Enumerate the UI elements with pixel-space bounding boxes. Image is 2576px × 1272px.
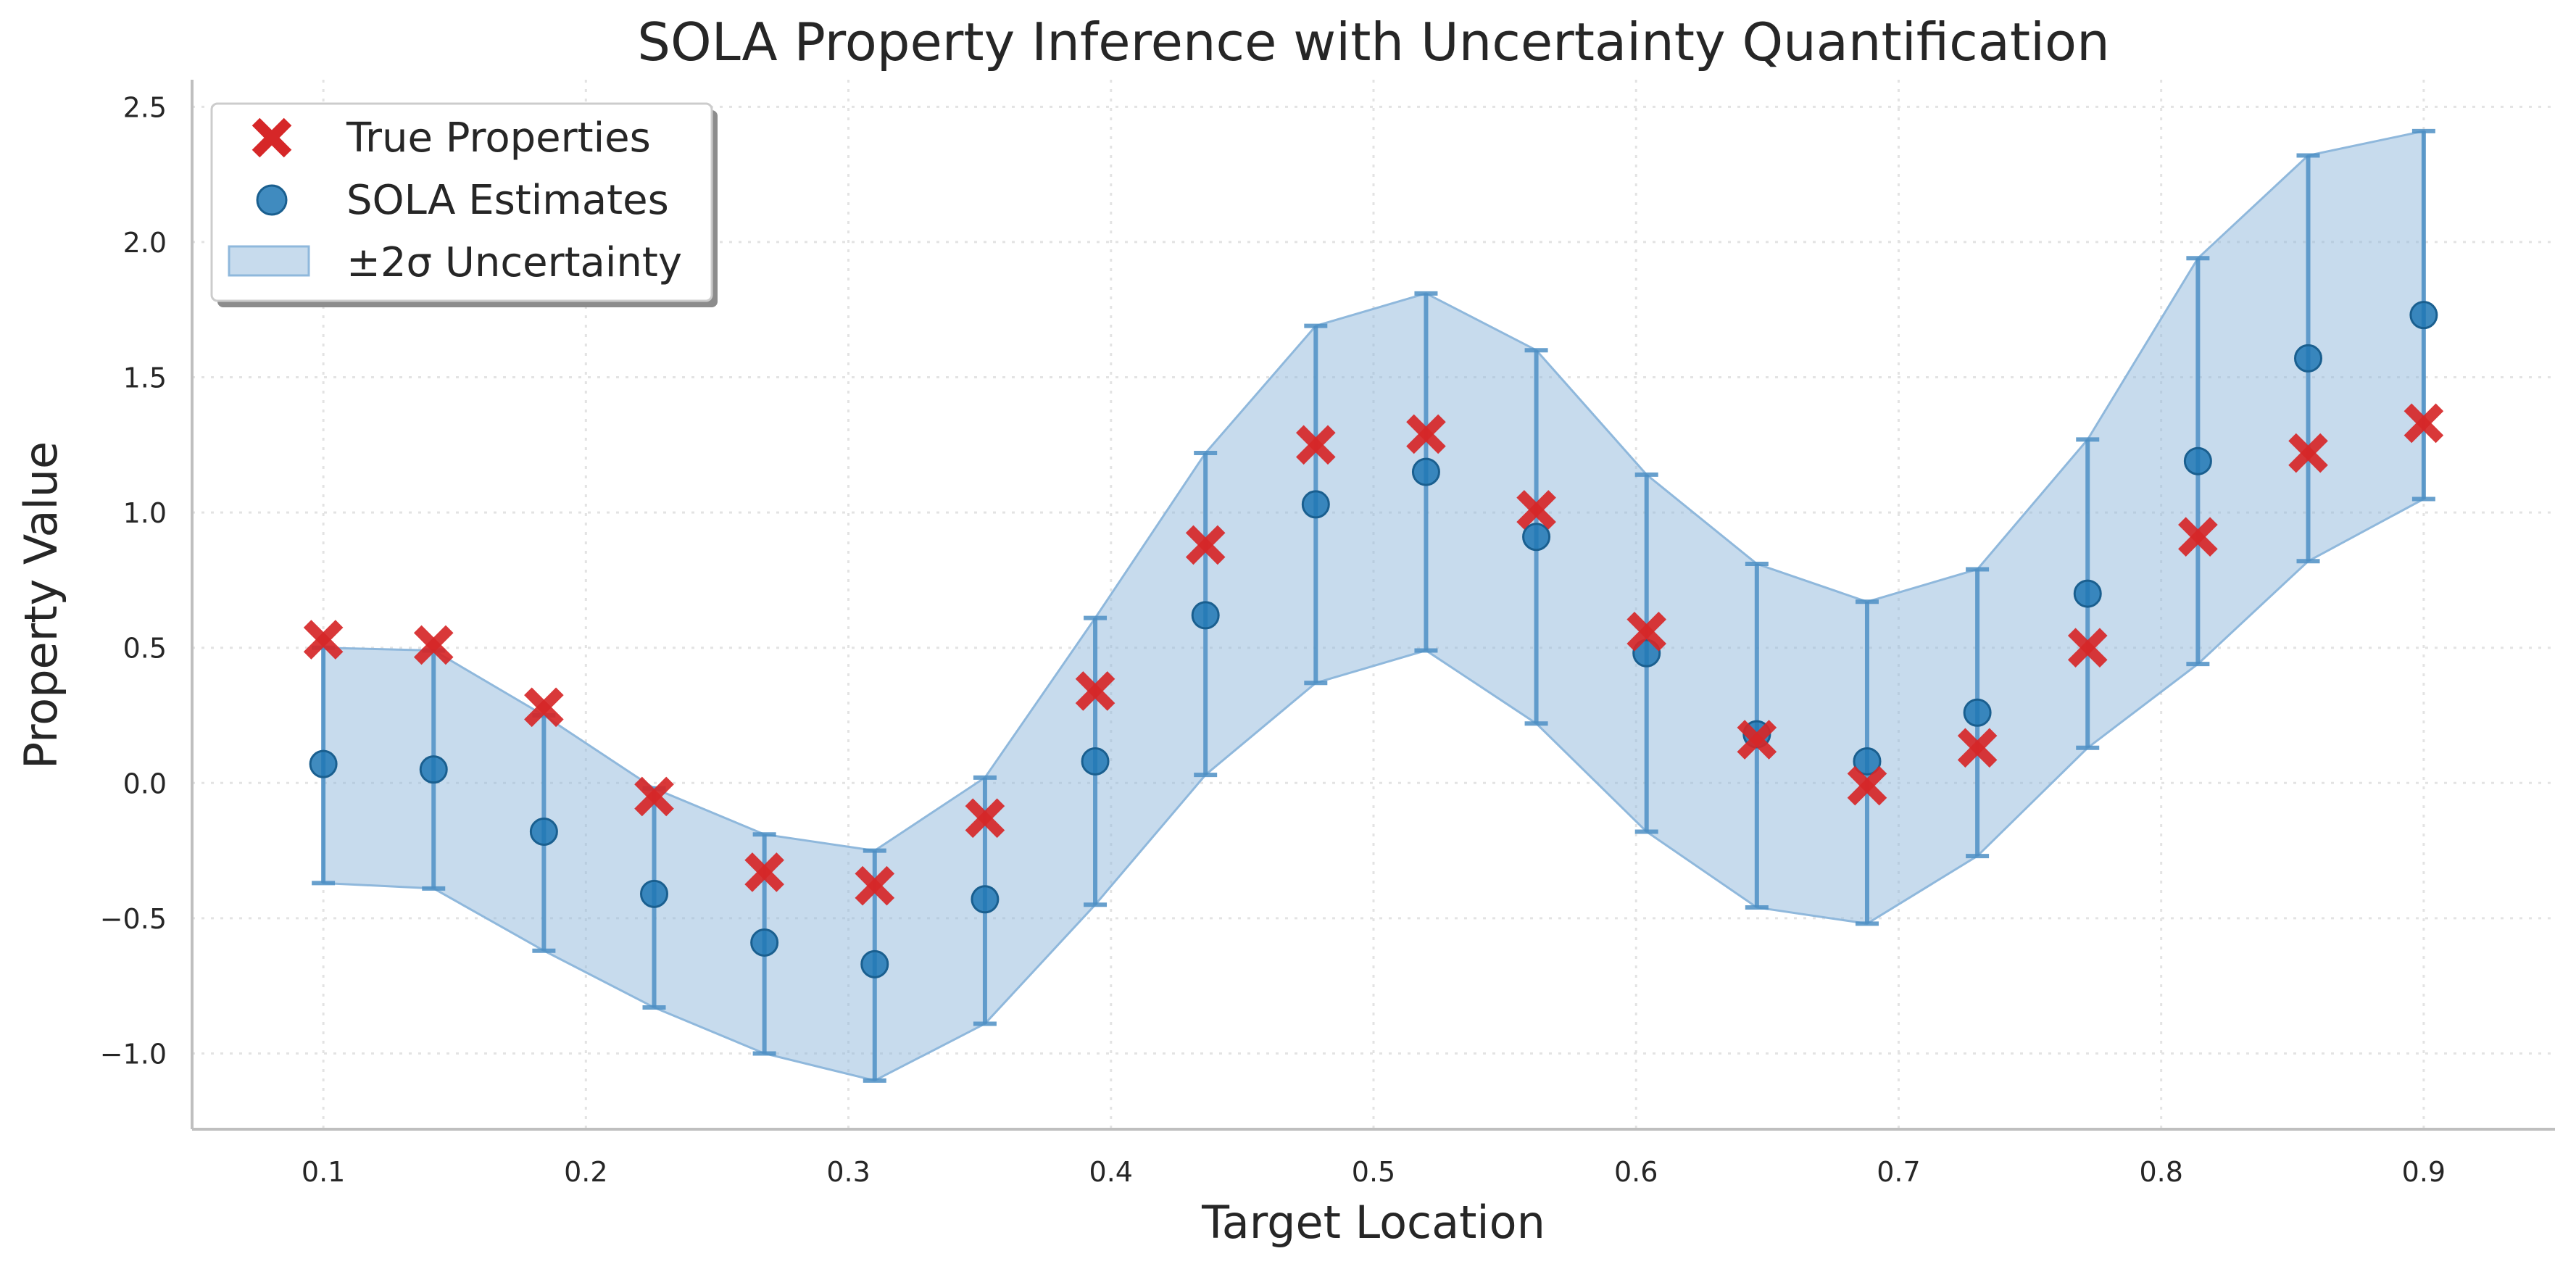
- sola-estimate-point: [2183, 446, 2212, 475]
- true-property-point: [2067, 628, 2108, 668]
- sola-estimate-point: [1081, 747, 1110, 776]
- legend-uncertainty-label: ±2σ Uncertainty: [346, 239, 682, 286]
- x-tick-label: 0.9: [2402, 1156, 2446, 1188]
- legend-true-properties-marker: [252, 117, 292, 158]
- sola-estimate-point: [419, 755, 448, 784]
- axes: [191, 80, 2555, 1131]
- sola-estimate-point: [640, 879, 669, 908]
- true-property-point: [2288, 433, 2328, 473]
- x-tick-label: 0.3: [826, 1156, 870, 1188]
- sola-estimate-point: [2073, 579, 2102, 608]
- true-property-point: [1406, 414, 1446, 454]
- sola-estimate-point: [1632, 639, 1661, 668]
- true-property-point: [1957, 728, 1998, 768]
- y-tick-label: −0.5: [100, 903, 167, 935]
- x-tick-label: 0.4: [1089, 1156, 1133, 1188]
- sola-estimate-point: [309, 749, 338, 778]
- legend: True Properties SOLA Estimates ±2σ Uncer…: [210, 102, 718, 307]
- y-tick-label: 0.0: [123, 768, 167, 799]
- sola-estimate-point: [1301, 490, 1330, 519]
- legend-true-properties-label: True Properties: [346, 115, 651, 162]
- sola-estimate-point: [529, 817, 558, 846]
- true-property-point: [1296, 425, 1336, 465]
- legend-sola-estimates-label: SOLA Estimates: [346, 177, 669, 224]
- true-properties-series: [303, 403, 2444, 906]
- true-property-point: [2403, 403, 2444, 444]
- true-property-point: [2178, 517, 2218, 557]
- y-tick-labels: −1.0 −0.5 0.0 0.5 1.0 1.5 2.0 2.5: [100, 91, 167, 1070]
- sola-estimate-point: [1522, 523, 1551, 552]
- true-property-point: [634, 776, 674, 817]
- true-property-point: [1516, 490, 1556, 530]
- legend-uncertainty-swatch: [228, 245, 310, 277]
- y-tick-label: 2.0: [123, 227, 167, 259]
- x-tick-labels: 0.1 0.2 0.3 0.4 0.5 0.6 0.7 0.8 0.9: [302, 1156, 2446, 1188]
- legend-box: [210, 102, 713, 302]
- sola-estimate-point: [971, 885, 1000, 914]
- x-tick-label: 0.6: [1614, 1156, 1658, 1188]
- y-axis-title: Property Value: [14, 441, 67, 769]
- true-property-point: [303, 620, 344, 660]
- y-tick-label: 2.5: [123, 91, 167, 123]
- sola-estimates-series: [309, 301, 2438, 978]
- sola-estimate-point: [2294, 344, 2323, 373]
- y-tick-label: 0.5: [123, 633, 167, 665]
- x-tick-label: 0.1: [302, 1156, 345, 1188]
- true-property-point: [1626, 612, 1667, 652]
- x-tick-label: 0.5: [1352, 1156, 1395, 1188]
- true-property-point: [965, 798, 1005, 839]
- sola-estimate-point: [860, 949, 889, 978]
- sola-estimate-point: [1853, 747, 1882, 776]
- x-tick-label: 0.8: [2139, 1156, 2182, 1188]
- x-tick-label: 0.7: [1877, 1156, 1920, 1188]
- legend-sola-estimates-marker: [256, 184, 288, 216]
- true-property-point: [524, 687, 564, 728]
- sola-estimate-point: [2409, 301, 2438, 330]
- sola-estimate-point: [1191, 601, 1220, 630]
- chart-title: SOLA Property Inference with Uncertainty…: [637, 12, 2110, 72]
- sola-estimate-point: [1411, 457, 1440, 486]
- sola-estimate-point: [750, 928, 779, 957]
- true-property-point: [744, 852, 784, 892]
- true-property-point: [413, 625, 454, 665]
- true-property-point: [855, 865, 895, 906]
- true-property-point: [1737, 720, 1777, 760]
- true-property-point: [1847, 765, 1887, 806]
- sola-estimate-point: [1963, 698, 1992, 727]
- true-property-point: [1185, 525, 1226, 565]
- true-property-point: [1075, 671, 1115, 711]
- y-tick-label: −1.0: [100, 1039, 167, 1071]
- x-tick-label: 0.2: [564, 1156, 607, 1188]
- x-axis-title: Target Location: [1201, 1196, 1545, 1249]
- y-tick-label: 1.0: [123, 497, 167, 529]
- y-tick-label: 1.5: [123, 362, 167, 394]
